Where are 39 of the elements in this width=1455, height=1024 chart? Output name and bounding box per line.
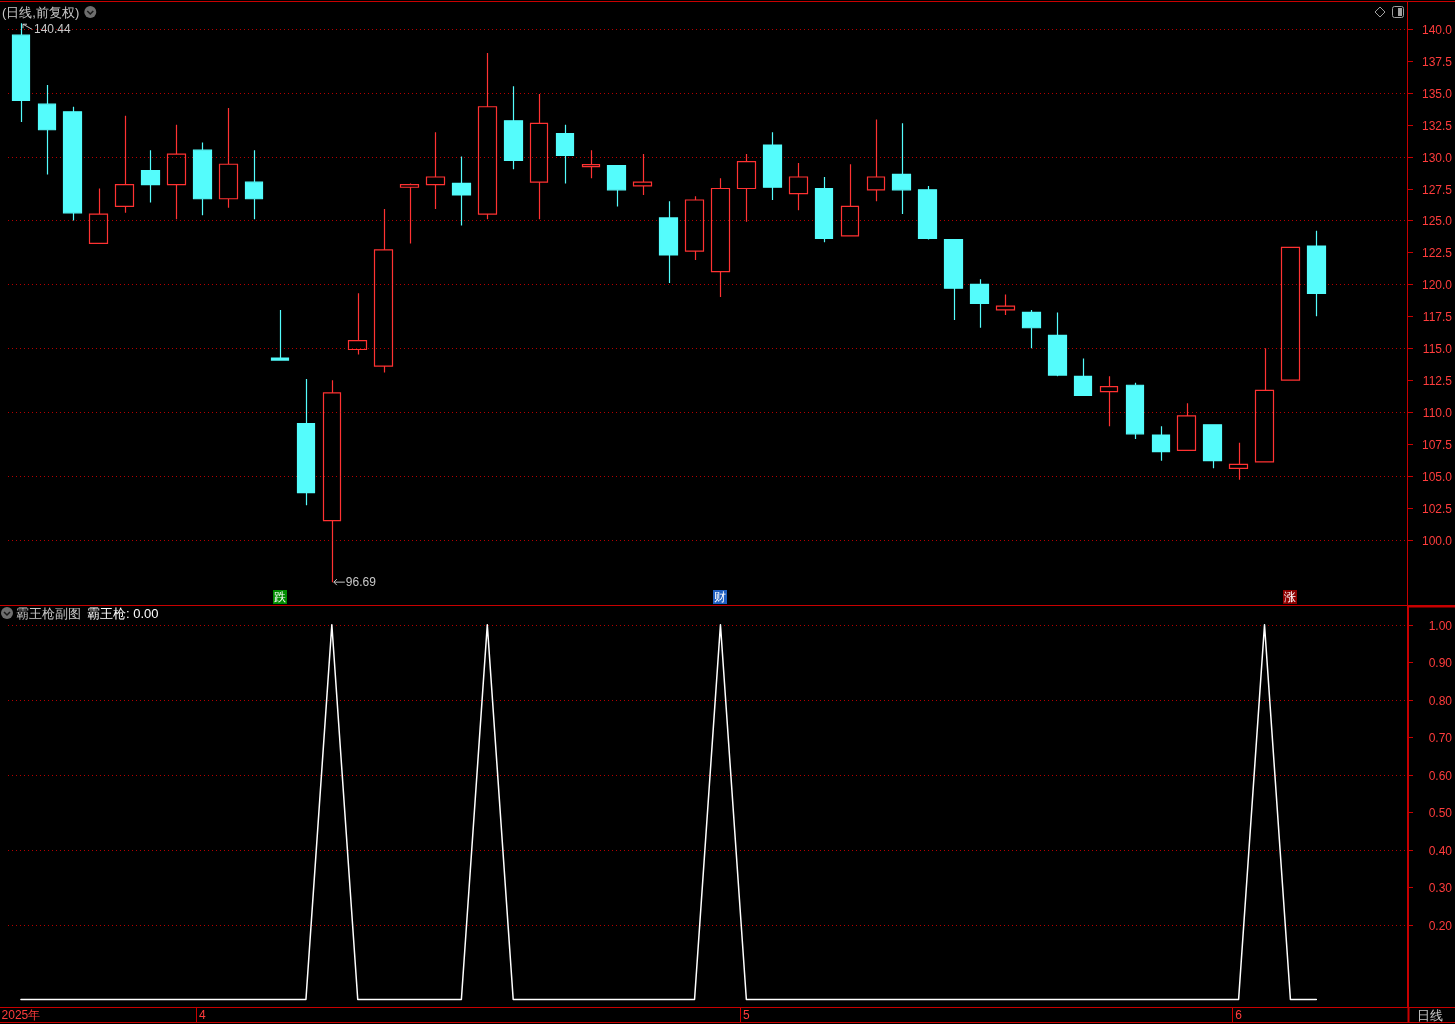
y-tick-label: 0.80 bbox=[1428, 693, 1453, 708]
y-tick-label: 137.5 bbox=[1421, 54, 1453, 69]
annotation: 跌 bbox=[274, 590, 286, 604]
x-tick-label: 6 bbox=[1235, 1008, 1243, 1022]
y-tick-label: 130.0 bbox=[1421, 150, 1453, 165]
y-tick-label: 110.0 bbox=[1422, 405, 1453, 420]
y-tick-label: 0.40 bbox=[1428, 843, 1453, 858]
y-tick-label: 0.20 bbox=[1428, 918, 1453, 933]
chart-title: 霸王枪副图 bbox=[16, 605, 81, 621]
annotation: 涨 bbox=[1284, 590, 1296, 604]
annotation: 96.69 bbox=[345, 575, 377, 590]
x-tick-label: 4 bbox=[198, 1008, 206, 1022]
y-tick-label: 0.50 bbox=[1428, 805, 1453, 820]
annotation: 财 bbox=[714, 590, 726, 604]
y-tick-label: 0.30 bbox=[1428, 880, 1453, 895]
y-tick-label: 102.5 bbox=[1421, 501, 1453, 516]
y-tick-label: 112.5 bbox=[1422, 373, 1453, 388]
y-tick-label: 117.5 bbox=[1422, 309, 1453, 324]
chart-subtitle: 霸王枪: 0.00 bbox=[87, 605, 159, 621]
annotation: 140.44 bbox=[33, 22, 71, 37]
x-tick-label: 2025年 bbox=[1, 1008, 41, 1022]
y-tick-label: 105.0 bbox=[1421, 469, 1453, 484]
y-tick-label: 0.70 bbox=[1428, 730, 1453, 745]
y-tick-label: 1.00 bbox=[1428, 618, 1453, 633]
y-tick-label: 120.0 bbox=[1421, 277, 1453, 292]
x-tick-label: 5 bbox=[743, 1008, 751, 1022]
y-tick-label: 140.0 bbox=[1421, 22, 1453, 37]
y-tick-label: 135.0 bbox=[1421, 86, 1453, 101]
y-tick-label: 125.0 bbox=[1421, 213, 1453, 228]
y-tick-label: 0.90 bbox=[1428, 655, 1453, 670]
text: 日线 bbox=[1417, 1007, 1443, 1023]
y-tick-label: 100.0 bbox=[1421, 533, 1453, 548]
y-tick-label: 0.60 bbox=[1428, 768, 1453, 783]
chart-title: (日线,前复权) bbox=[2, 4, 80, 20]
y-tick-label: 122.5 bbox=[1421, 245, 1453, 260]
y-tick-label: 115.0 bbox=[1422, 341, 1453, 356]
y-tick-label: 127.5 bbox=[1421, 182, 1453, 197]
y-tick-label: 107.5 bbox=[1421, 437, 1453, 452]
y-tick-label: 132.5 bbox=[1421, 118, 1453, 133]
